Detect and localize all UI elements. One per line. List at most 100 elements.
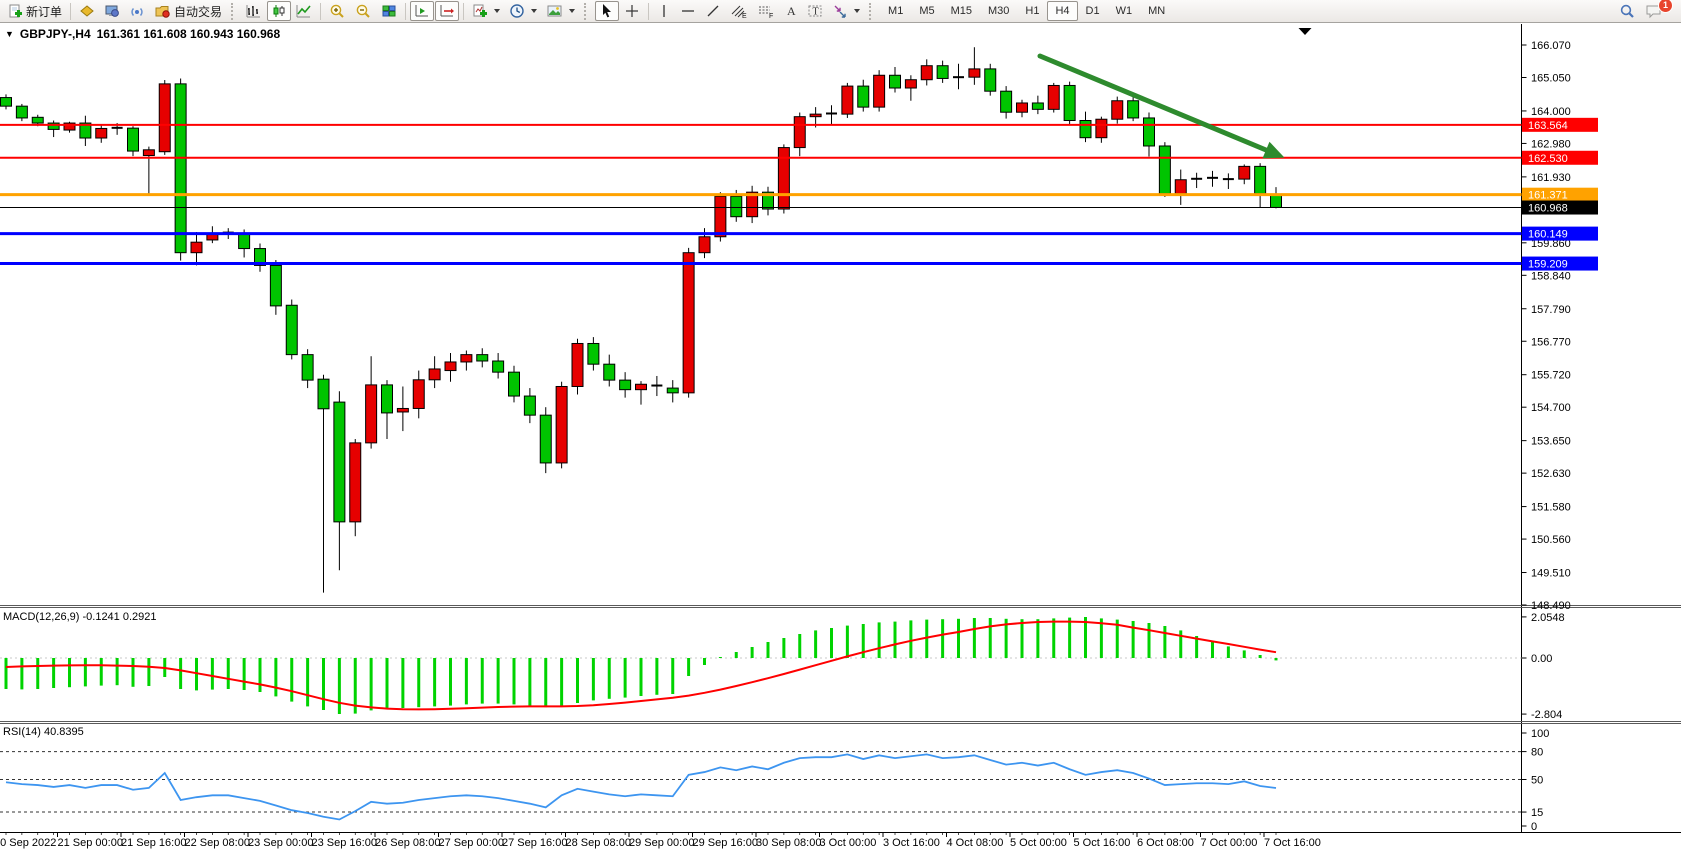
doji-candle [111,126,123,129]
time-tick-label: 3 Oct 00:00 [820,837,877,849]
trend-arrow-shaft[interactable] [1037,53,1269,153]
doji-candle [651,384,663,387]
indicators-button[interactable] [468,1,504,21]
bear-candle [984,68,997,92]
timeframe-w1-button[interactable]: W1 [1115,5,1133,17]
bear-candle [936,65,949,79]
timeframe-mn-button[interactable]: MN [1148,5,1166,17]
bull-candle [365,384,378,444]
trend-arrow-head[interactable] [1262,141,1285,159]
bear-candle [1127,100,1140,119]
macd-label: MACD(12,26,9) -0.1241 0.2921 [3,611,157,623]
price-badge [1522,150,1598,165]
bear-candle [127,127,139,152]
time-tick-label: 21 Sep 16:00 [121,837,186,849]
bull-candle [1111,100,1124,120]
toolbar-grip[interactable] [869,2,874,20]
new-order-label: 新订单 [26,4,63,19]
bull-candle [1095,118,1108,139]
timeframe-m1-button[interactable]: M1 [888,5,904,17]
toolbar-grip[interactable] [231,2,236,20]
autotrading-icon [154,3,171,19]
vertical-line-button[interactable] [653,1,675,21]
vertical-line-icon [663,5,665,17]
timeframe-m5-button[interactable]: M5 [919,5,935,17]
bear-candle [317,378,330,410]
fibonacci-button[interactable]: F [753,1,779,21]
bear-candle [539,414,552,464]
text-button[interactable]: A [780,1,802,21]
time-tick-label: 20 Sep 2022 [0,837,56,849]
autotrading-button[interactable]: 自动交易 [150,1,226,21]
line-chart-button[interactable] [292,1,316,21]
tile-windows-button[interactable] [377,1,401,21]
bull-candle [904,79,917,89]
bar-chart-button[interactable] [242,1,266,21]
symbol-period-label: GBPJPY-,H4 [19,27,91,41]
price-axis[interactable]: 166.070 165.050 164.000 162.980 161.930 159.8… [1521,40,1571,833]
arrows-button[interactable] [828,1,864,21]
bear-candle [492,360,505,373]
bull-candle [571,342,584,387]
notification-badge: 1 [1658,0,1673,13]
horizontal-line-button[interactable] [676,1,700,21]
timeframe-h4-button[interactable]: H4 [1047,1,1078,21]
periods-button[interactable] [505,1,541,21]
bull-candle [142,149,155,157]
new-order-icon [7,3,23,19]
cursor-button[interactable] [595,1,620,21]
price-tick-label: 152.630 [1531,468,1571,480]
timeframe-h1-button[interactable]: H1 [1025,5,1040,17]
timeframe-d1-button[interactable]: D1 [1085,5,1100,17]
rsi-label: RSI(14) 40.8395 [3,726,84,738]
bear-candle [381,384,393,414]
chat-button[interactable]: 1 [1641,0,1673,21]
bull-candle [873,74,886,108]
zoom-in-button[interactable] [325,1,350,21]
bear-candle [1270,194,1282,208]
timeframe-m15-button[interactable]: M15 [950,5,972,17]
chart-shift-button[interactable] [435,1,460,21]
timeframe-m30-button[interactable]: M30 [988,5,1010,17]
bull-candle [95,127,108,139]
price-badge [1522,256,1598,271]
candlestick-chart-button[interactable] [267,1,292,21]
time-tick-label: 30 Sep 08:00 [756,837,821,849]
bull-candle [396,407,409,413]
macd-signal-line [5,620,1277,711]
trendline-button[interactable] [701,1,725,21]
macd-tick-label: 2.0548 [1531,612,1565,624]
gold-icon [80,5,94,17]
price-tick-label: 157.790 [1531,304,1571,316]
price-tick-label: 155.720 [1531,370,1571,382]
chart-frame [0,24,1681,833]
chart-title[interactable]: ▼ GBPJPY-,H4 161.361 161.608 160.943 160… [5,27,280,41]
price-badge-label: 160.149 [1528,229,1568,241]
crosshair-icon [626,5,639,17]
toolbar-grip[interactable] [584,2,589,20]
price-badge-label: 161.371 [1528,190,1568,202]
price-tick-label: 161.930 [1531,172,1571,184]
new-order-button[interactable]: 新订单 [3,1,66,21]
bear-candle [587,342,600,365]
candlestick-series [0,47,1282,593]
equidistant-channel-button[interactable]: E [726,1,752,21]
crosshair-button[interactable] [620,1,644,21]
terminal-button[interactable] [100,1,124,21]
signals-button[interactable] [125,1,149,21]
market-watch-button[interactable] [75,1,99,21]
zoom-out-button[interactable] [351,1,376,21]
templates-button[interactable] [542,1,579,21]
price-tick-label: 151.580 [1531,502,1571,514]
template-icon [547,5,562,17]
search-button[interactable] [1615,1,1640,21]
dropdown-caret-icon [531,9,538,13]
bull-candle [1047,84,1060,110]
separator [463,2,465,20]
annotations [1037,28,1312,159]
auto-scroll-button[interactable] [410,1,435,21]
text-label-button[interactable]: T [803,1,827,21]
